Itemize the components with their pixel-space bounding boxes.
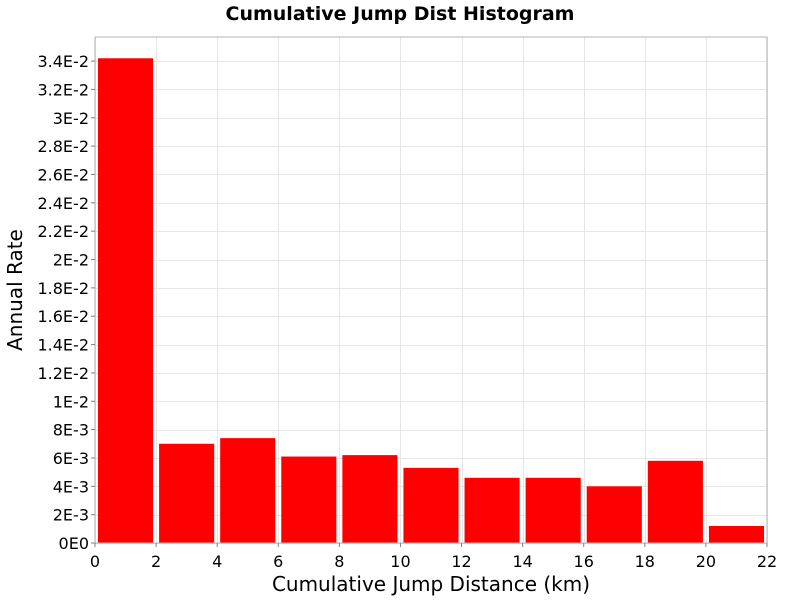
x-tick-label: 12 bbox=[451, 552, 471, 571]
y-tick-label: 3.4E-2 bbox=[37, 52, 89, 71]
histogram-bar bbox=[220, 438, 276, 543]
x-tick-label: 20 bbox=[696, 552, 716, 571]
y-tick-label: 1.4E-2 bbox=[37, 336, 89, 355]
histogram-bar bbox=[464, 477, 520, 543]
y-tick-label: 2.2E-2 bbox=[37, 222, 89, 241]
y-tick-label: 2.4E-2 bbox=[37, 194, 89, 213]
y-tick-label: 1E-2 bbox=[53, 392, 89, 411]
histogram-bar bbox=[525, 477, 581, 543]
y-axis-ticks: 0E0 2E-3 4E-3 6E-3 8E-3 1E-2 1.2E-2 1.4E-2 1.6E-… bbox=[37, 52, 95, 553]
y-tick-label: 6E-3 bbox=[53, 449, 89, 468]
x-axis-title: Cumulative Jump Distance (km) bbox=[272, 572, 590, 596]
x-tick-label: 4 bbox=[212, 552, 222, 571]
y-tick-label: 3E-2 bbox=[53, 109, 89, 128]
y-tick-label: 1.8E-2 bbox=[37, 279, 89, 298]
histogram-bar bbox=[586, 486, 642, 543]
x-tick-label: 16 bbox=[574, 552, 594, 571]
x-tick-label: 10 bbox=[390, 552, 410, 571]
y-tick-label: 4E-3 bbox=[53, 477, 89, 496]
x-tick-label: 0 bbox=[90, 552, 100, 571]
histogram-bar bbox=[159, 443, 215, 543]
y-tick-label: 2.6E-2 bbox=[37, 165, 89, 184]
chart-title: Cumulative Jump Dist Histogram bbox=[226, 3, 575, 25]
x-tick-label: 22 bbox=[757, 552, 777, 571]
histogram-bar bbox=[342, 455, 398, 543]
bars bbox=[98, 58, 764, 544]
x-axis-ticks: 0 2 4 6 8 10 12 14 16 18 20 22 bbox=[90, 543, 777, 571]
y-tick-label: 1.2E-2 bbox=[37, 364, 89, 383]
y-tick-label: 2E-2 bbox=[53, 251, 89, 270]
y-tick-label: 3.2E-2 bbox=[37, 80, 89, 99]
y-tick-label: 2.8E-2 bbox=[37, 137, 89, 156]
histogram-bar bbox=[708, 525, 764, 543]
x-tick-label: 8 bbox=[334, 552, 344, 571]
y-tick-label: 0E0 bbox=[59, 534, 89, 553]
y-tick-label: 2E-3 bbox=[53, 506, 89, 525]
x-tick-label: 2 bbox=[151, 552, 161, 571]
x-tick-label: 18 bbox=[635, 552, 655, 571]
plot-frame bbox=[94, 36, 768, 544]
x-tick-label: 14 bbox=[512, 552, 532, 571]
histogram-bar bbox=[281, 456, 337, 543]
x-tick-label: 6 bbox=[273, 552, 283, 571]
y-tick-label: 8E-3 bbox=[53, 421, 89, 440]
y-tick-label: 1.6E-2 bbox=[37, 307, 89, 326]
histogram-bar bbox=[403, 467, 459, 543]
histogram-bar bbox=[647, 460, 703, 543]
histogram-bar bbox=[98, 58, 154, 544]
y-axis-title: Annual Rate bbox=[3, 229, 27, 351]
